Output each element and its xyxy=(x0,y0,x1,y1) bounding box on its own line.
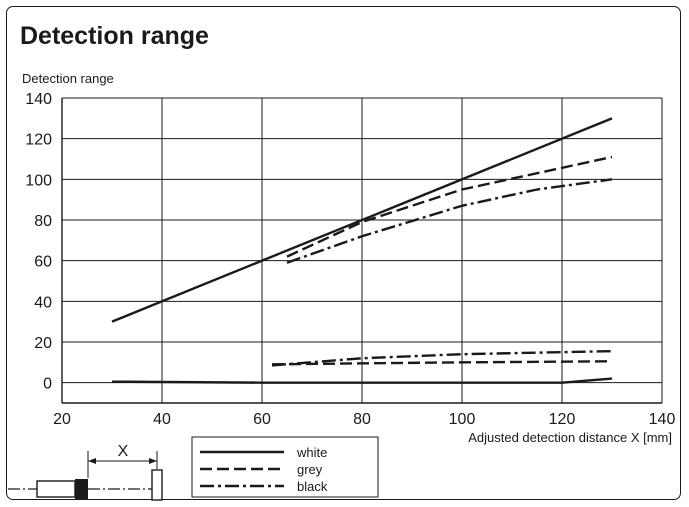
y-tick-label: 0 xyxy=(43,376,52,393)
y-tick-label: 80 xyxy=(34,213,52,230)
series-line-grey xyxy=(286,155,613,258)
legend-label-white: white xyxy=(296,445,327,460)
dimension-label: X xyxy=(118,443,129,460)
legend: white grey black xyxy=(191,436,379,498)
x-tick-label: 40 xyxy=(153,411,171,428)
sensor-lens xyxy=(75,479,88,499)
sensor-body xyxy=(36,480,76,498)
sensor-diagram: X xyxy=(8,443,163,501)
x-tick-label: 140 xyxy=(649,411,676,428)
series-lines xyxy=(111,117,613,384)
x-tick-label: 100 xyxy=(449,411,476,428)
legend-label-grey: grey xyxy=(297,462,323,477)
series-line-white xyxy=(111,117,613,323)
target-object xyxy=(151,469,163,501)
x-tick-label: 80 xyxy=(353,411,371,428)
dimension-arrow-right xyxy=(149,458,157,464)
y-axis-label: Detection range xyxy=(22,71,114,86)
axes xyxy=(61,98,662,404)
y-tick-label: 40 xyxy=(34,294,52,311)
y-tick-label: 20 xyxy=(34,335,52,352)
y-tick-label: 100 xyxy=(25,172,52,189)
y-tick-label: 140 xyxy=(25,91,52,108)
dimension-arrow-left xyxy=(88,458,96,464)
series-line-white xyxy=(111,377,613,384)
x-axis-label: Adjusted detection distance X [mm] xyxy=(468,430,672,445)
legend-box xyxy=(191,436,379,498)
chart-frame xyxy=(6,6,681,500)
x-tick-label: 60 xyxy=(253,411,271,428)
y-tick-label: 60 xyxy=(34,254,52,271)
x-tick-label: 120 xyxy=(549,411,576,428)
series-line-black xyxy=(286,178,613,264)
legend-label-black: black xyxy=(297,479,328,494)
grid xyxy=(61,97,663,403)
chart-title: Detection range xyxy=(20,22,209,50)
series-line-black xyxy=(271,349,613,367)
x-tick-label: 20 xyxy=(53,411,71,428)
tick-labels: 0 20 40 60 80 100 120 140 20 40 60 80 100 120 140 xyxy=(25,91,675,428)
series-line-grey xyxy=(271,360,613,366)
y-tick-label: 120 xyxy=(25,132,52,149)
